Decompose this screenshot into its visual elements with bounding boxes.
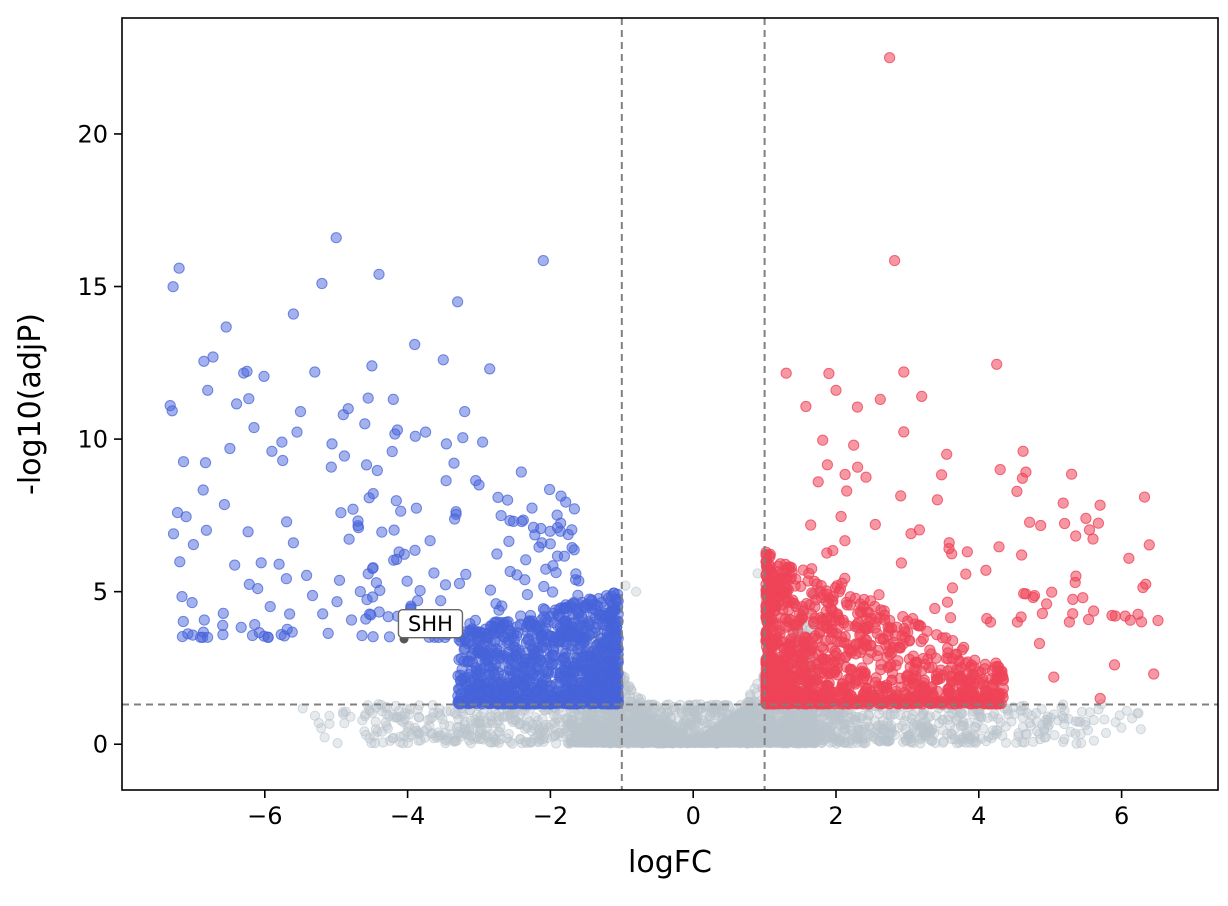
y-tick-label: 15 — [77, 273, 108, 301]
x-tick-label: 6 — [1114, 802, 1129, 830]
x-tick-label: −4 — [390, 802, 425, 830]
y-tick-label: 20 — [77, 120, 108, 148]
axes: −6 −4 −2 0 2 4 6 0 5 10 15 20 logFC -log10(adjP) — [13, 17, 1219, 880]
x-axis-label: logFC — [628, 845, 712, 880]
series-not-significant-points — [297, 568, 1146, 749]
y-tick-label: 0 — [93, 731, 108, 759]
series-down-regulated-points — [164, 232, 624, 710]
threshold-lines — [122, 18, 1218, 790]
series-up-regulated-points — [760, 52, 1164, 710]
y-tick-label: 5 — [93, 578, 108, 606]
y-tick-label: 10 — [77, 425, 108, 453]
y-axis-label: -log10(adjP) — [13, 313, 48, 495]
x-tick-label: 0 — [686, 802, 701, 830]
gene-label: SHH — [408, 612, 453, 636]
x-tick-label: −2 — [533, 802, 568, 830]
x-tick-label: 4 — [971, 802, 986, 830]
gene-annotation-shh: SHH — [397, 608, 464, 644]
x-tick-label: 2 — [828, 802, 843, 830]
x-tick-label: −6 — [247, 802, 282, 830]
